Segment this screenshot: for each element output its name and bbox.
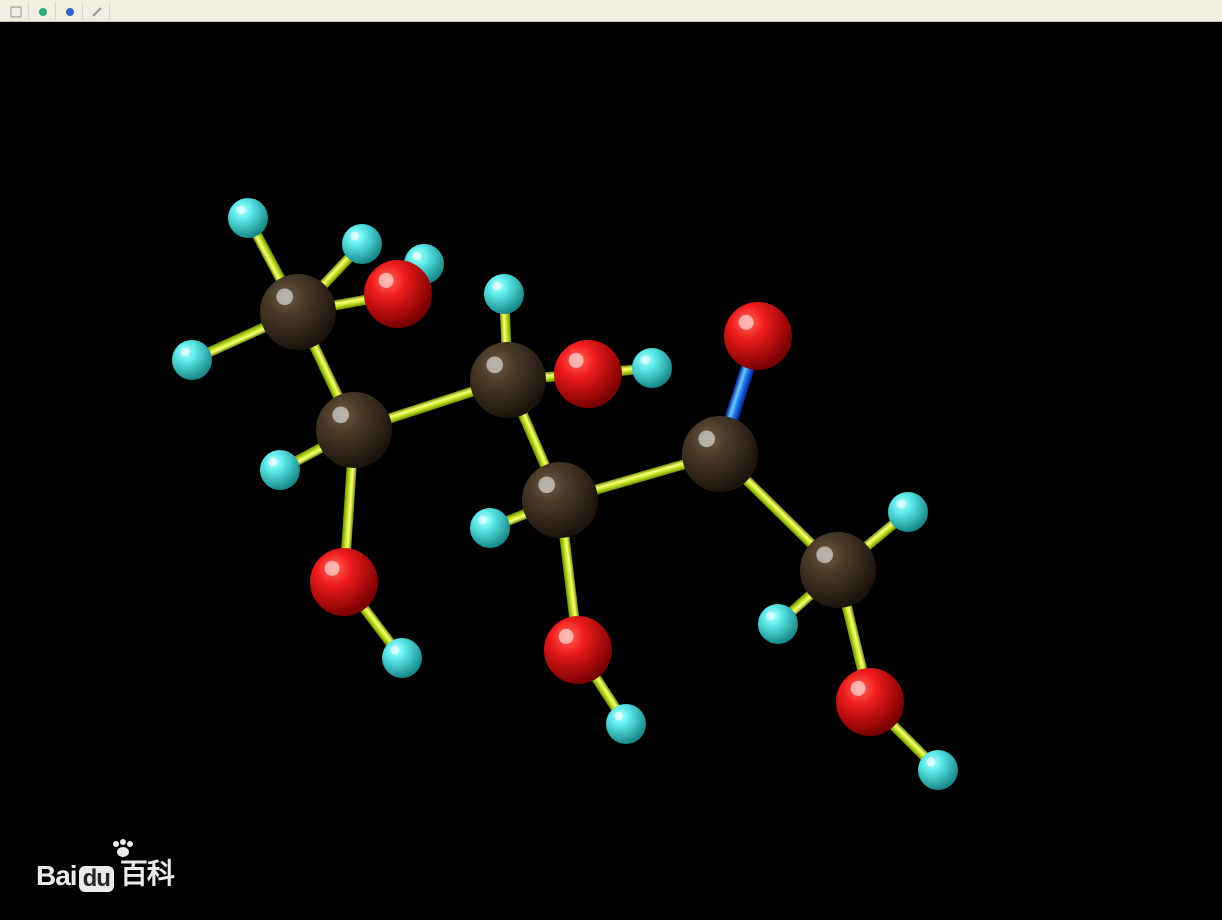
atom-h bbox=[172, 340, 212, 380]
atom-highlight bbox=[767, 612, 776, 621]
atom-highlight bbox=[739, 315, 754, 330]
atom-h bbox=[888, 492, 928, 532]
atom-highlight bbox=[641, 356, 650, 365]
molecule-render bbox=[0, 22, 1222, 920]
atom-h bbox=[382, 638, 422, 678]
atom-h bbox=[228, 198, 268, 238]
atom-highlight bbox=[351, 232, 360, 241]
atom-o bbox=[364, 260, 432, 328]
watermark-brand-cn: 百科 bbox=[120, 852, 174, 892]
atom-c bbox=[682, 416, 758, 492]
tool-icon bbox=[91, 5, 103, 17]
atom-highlight bbox=[332, 406, 349, 423]
atom-c bbox=[470, 342, 546, 418]
atom-o bbox=[554, 340, 622, 408]
atom-highlight bbox=[325, 561, 340, 576]
atom-o bbox=[310, 548, 378, 616]
tool-icon bbox=[64, 5, 76, 17]
toolbar-segment[interactable] bbox=[58, 2, 83, 20]
atom-c bbox=[800, 532, 876, 608]
watermark-brand-a: Bai bbox=[36, 860, 77, 892]
atom-highlight bbox=[486, 356, 503, 373]
atom-o bbox=[836, 668, 904, 736]
atom-h bbox=[260, 450, 300, 490]
toolbar bbox=[0, 0, 1222, 22]
atom-highlight bbox=[493, 282, 502, 291]
atom-h bbox=[758, 604, 798, 644]
atom-highlight bbox=[615, 712, 624, 721]
atom-highlight bbox=[269, 458, 278, 467]
atom-h bbox=[918, 750, 958, 790]
watermark-brand-b: du bbox=[79, 866, 114, 892]
atom-h bbox=[484, 274, 524, 314]
toolbar-segment[interactable] bbox=[4, 2, 29, 20]
atom-highlight bbox=[897, 500, 906, 509]
atom-highlight bbox=[569, 353, 584, 368]
watermark: Bai du 百科 bbox=[36, 852, 174, 892]
atom-h bbox=[632, 348, 672, 388]
atom-h bbox=[470, 508, 510, 548]
atom-c bbox=[522, 462, 598, 538]
atom-h bbox=[342, 224, 382, 264]
toolbar-segment[interactable] bbox=[85, 2, 110, 20]
atom-highlight bbox=[927, 758, 936, 767]
atom-highlight bbox=[816, 546, 833, 563]
atom-highlight bbox=[237, 206, 246, 215]
atom-highlight bbox=[413, 252, 422, 261]
paw-icon bbox=[110, 838, 136, 858]
atom-o bbox=[544, 616, 612, 684]
molecule-viewport[interactable]: Bai du 百科 bbox=[0, 22, 1222, 920]
atom-highlight bbox=[276, 288, 293, 305]
atom-highlight bbox=[538, 476, 555, 493]
atom-highlight bbox=[559, 629, 574, 644]
toolbar-segment[interactable] bbox=[31, 2, 56, 20]
atom-h bbox=[606, 704, 646, 744]
tool-icon bbox=[37, 5, 49, 17]
atom-highlight bbox=[391, 646, 400, 655]
atom-o bbox=[724, 302, 792, 370]
atom-highlight bbox=[698, 430, 715, 447]
atom-highlight bbox=[379, 273, 394, 288]
atom-c bbox=[316, 392, 392, 468]
atom-highlight bbox=[479, 516, 488, 525]
atom-highlight bbox=[851, 681, 866, 696]
atom-highlight bbox=[181, 348, 190, 357]
atom-c bbox=[260, 274, 336, 350]
tool-icon bbox=[10, 5, 22, 17]
